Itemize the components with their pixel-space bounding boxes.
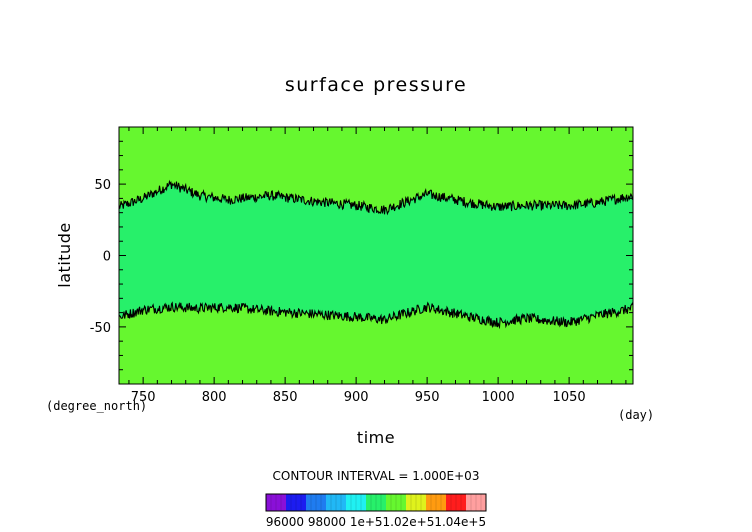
contour-interval-label: CONTOUR INTERVAL = 1.000E+03 (273, 469, 480, 483)
chart-title: surface pressure (285, 74, 467, 96)
x-tick-label: 850 (273, 390, 298, 405)
inner-band (119, 181, 633, 328)
x-tick-label: 800 (202, 390, 227, 405)
y-axis-label: latitude (55, 222, 74, 287)
contour-line-south (118, 301, 634, 330)
colorbar-swatch (406, 494, 427, 511)
colorbar-swatch (426, 494, 447, 511)
colorbar-swatch (266, 494, 287, 511)
axis-ticks: 750 800 850 900 950 1000 1050 50 0 -50 (90, 127, 633, 405)
x-tick-label: 950 (415, 390, 440, 405)
x-tick-label: 1050 (553, 390, 586, 405)
colorbar-swatch (446, 494, 467, 511)
colorbar-swatch (326, 494, 347, 511)
contour-line-north (118, 179, 634, 216)
colorbar-swatch (466, 494, 487, 511)
y-tick-label: 0 (103, 250, 111, 265)
x-tick-label: 900 (344, 390, 369, 405)
colorbar (265, 493, 487, 512)
colorbar-frame (265, 493, 487, 512)
y-tick-label: 50 (94, 178, 111, 193)
colorbar-swatch (346, 494, 367, 511)
x-axis-label: time (357, 428, 395, 447)
x-axis-unit: (day) (618, 408, 654, 422)
colorbar-swatch (386, 494, 407, 511)
y-axis-unit: (degree_north) (46, 399, 147, 413)
x-tick-label: 750 (131, 390, 156, 405)
y-tick-label: -50 (90, 321, 111, 336)
colorbar-swatch (366, 494, 387, 511)
plot-area: 750 800 850 900 950 1000 1050 50 0 -50 (90, 126, 634, 405)
colorbar-swatch (306, 494, 327, 511)
colorbar-swatch (286, 494, 307, 511)
x-tick-label: 1000 (482, 390, 515, 405)
colorbar-labels: 96000 98000 1e+51.02e+51.04e+5 (266, 515, 486, 529)
